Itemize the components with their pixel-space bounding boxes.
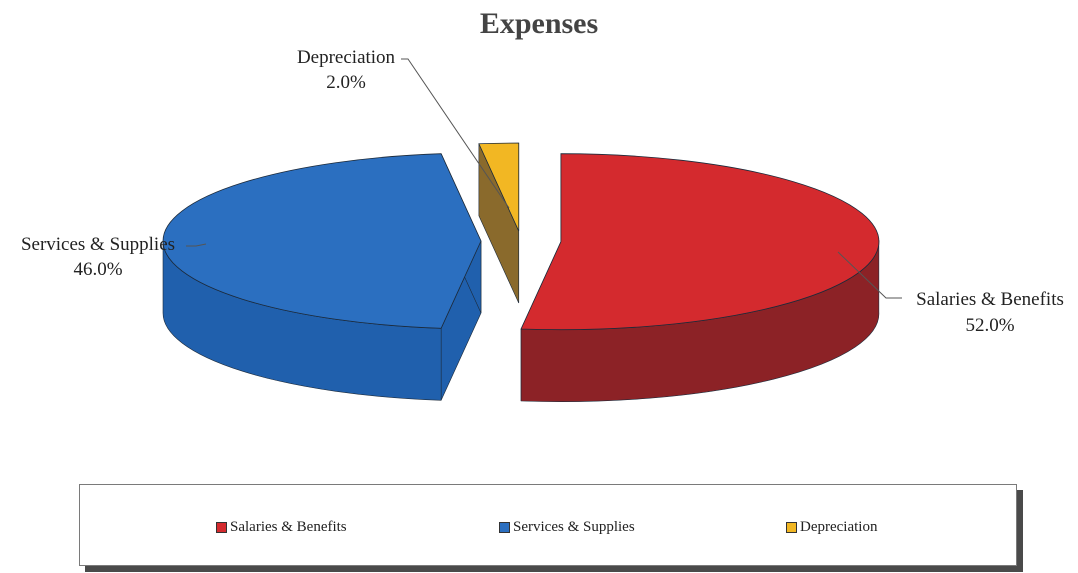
pie-slice-services	[162, 153, 482, 401]
pie-slice-depreciation	[478, 142, 520, 304]
chart-title: Expenses	[480, 7, 598, 40]
legend-item-services: Services & Supplies	[499, 519, 635, 536]
legend-item-depreciation: Depreciation	[786, 519, 877, 536]
label-depreciation-name: Depreciation	[297, 47, 396, 68]
pie-top-services	[162, 153, 482, 329]
leader-line-depreciation	[401, 58, 510, 209]
label-depreciation-value: 2.0%	[326, 72, 366, 93]
label-services-value: 46.0%	[73, 259, 122, 280]
legend-item-salaries: Salaries & Benefits	[216, 519, 347, 536]
legend-swatch-services	[499, 522, 510, 533]
legend-label-services: Services & Supplies	[513, 519, 635, 535]
legend-label-depreciation: Depreciation	[800, 519, 878, 535]
pie-slices	[162, 142, 880, 402]
leader-line-services	[186, 243, 207, 247]
pie-top-salaries	[520, 153, 880, 331]
legend-swatch-salaries	[216, 522, 227, 533]
label-salaries-name: Salaries & Benefits	[916, 289, 1064, 310]
label-services-name: Services & Supplies	[21, 234, 175, 255]
chart-legend: Salaries & Benefits Services & Supplies …	[79, 484, 1017, 566]
pie-slice-salaries	[520, 153, 880, 402]
label-salaries-value: 52.0%	[965, 315, 1014, 336]
legend-label-salaries: Salaries & Benefits	[230, 519, 347, 535]
leader-line-salaries	[837, 251, 902, 299]
pie-top-depreciation	[478, 142, 520, 232]
legend-swatch-depreciation	[786, 522, 797, 533]
